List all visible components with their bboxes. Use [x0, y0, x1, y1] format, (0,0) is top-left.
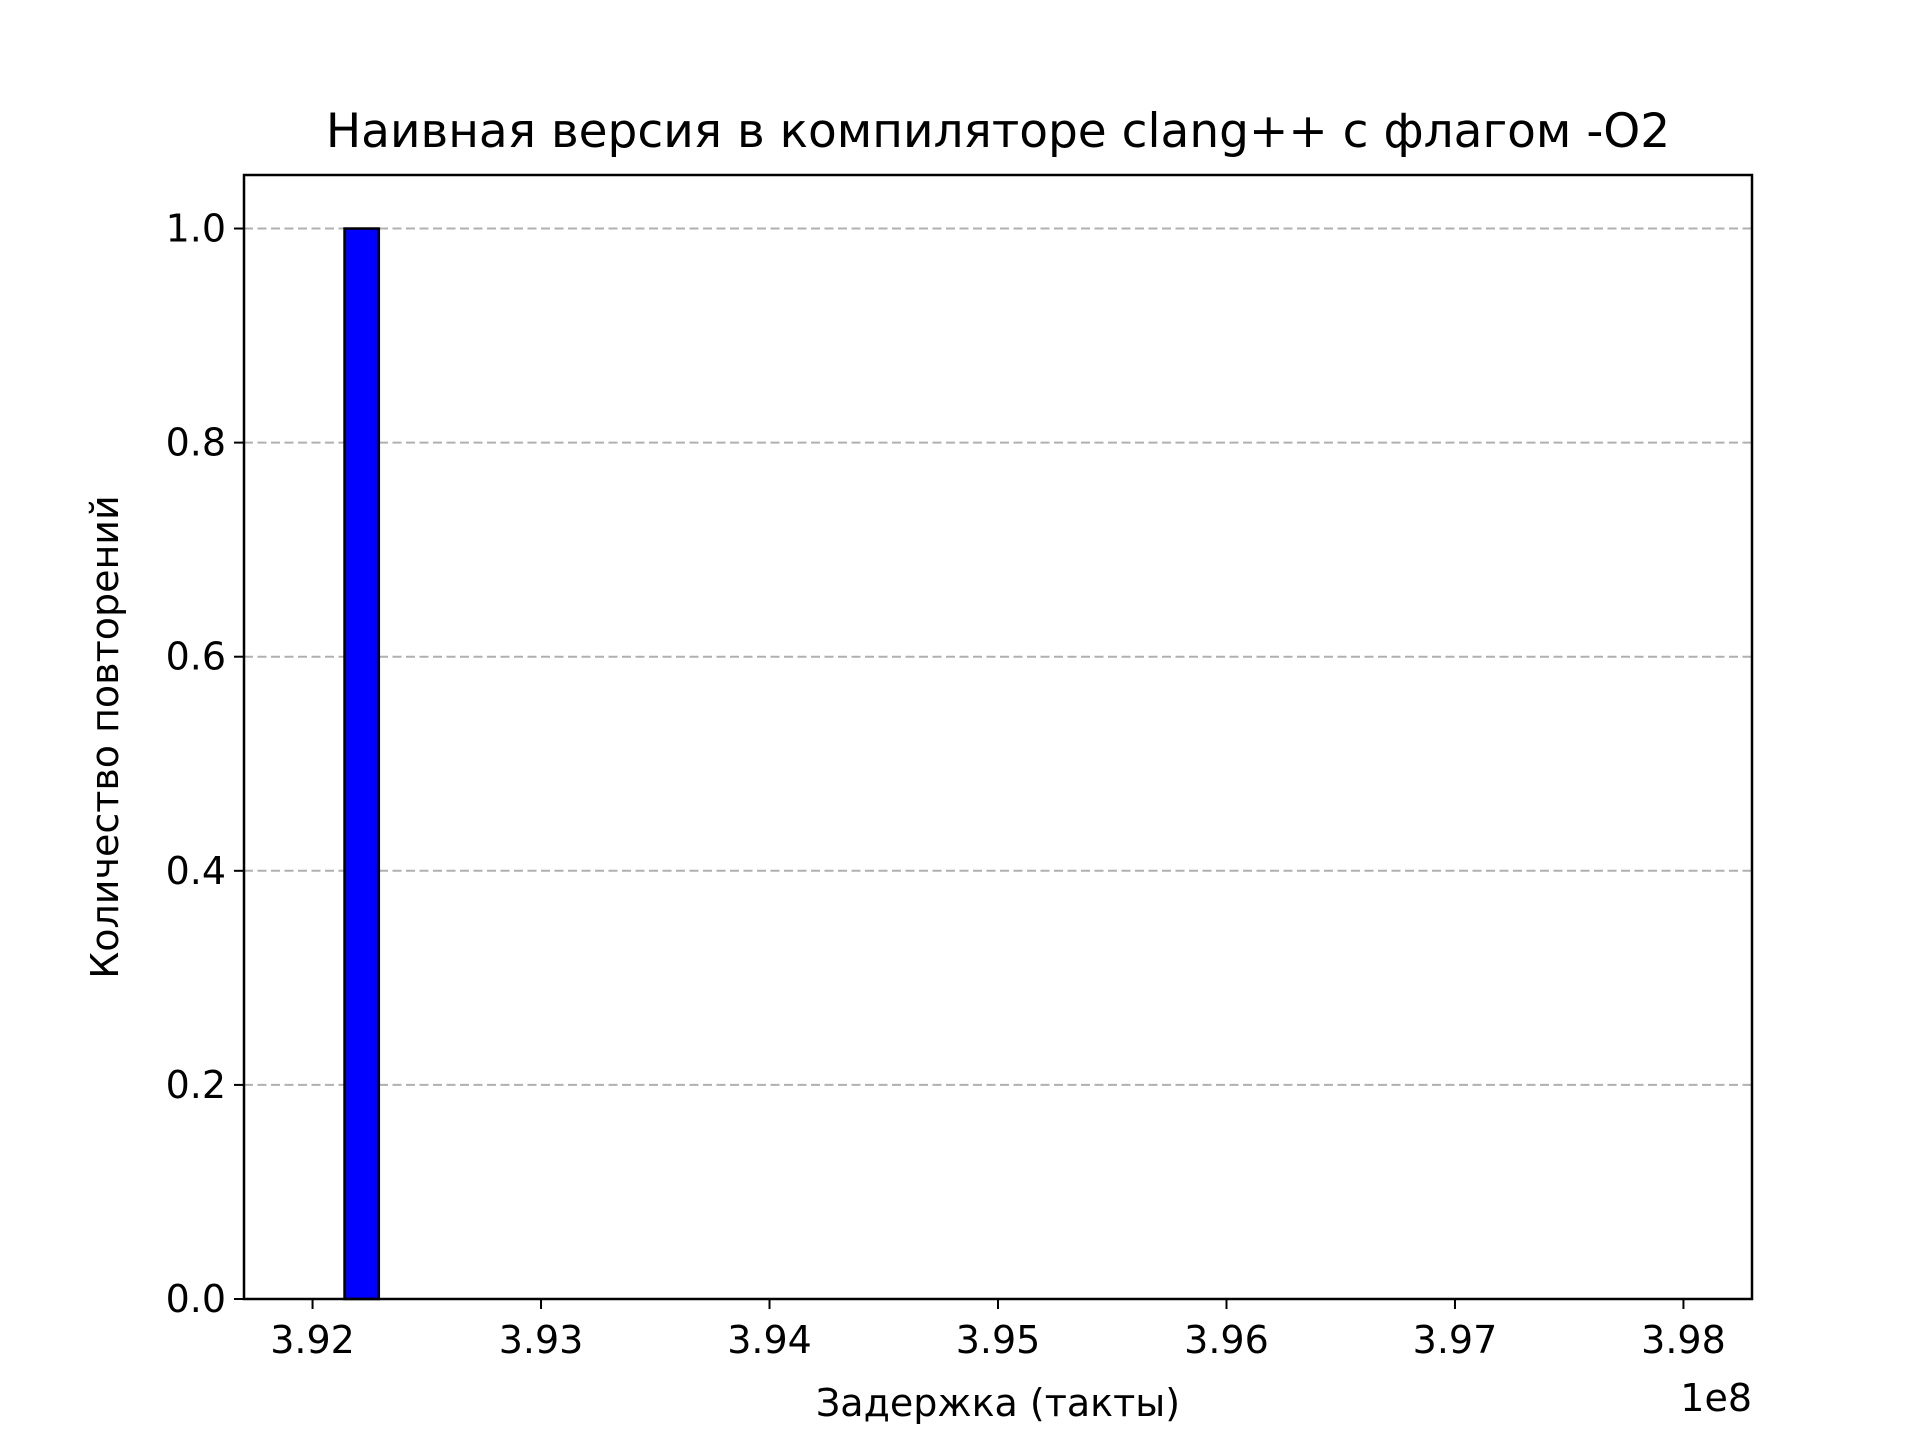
grid-lines: [244, 227, 1752, 1086]
x-tick-label: 3.94: [727, 1318, 812, 1362]
x-tick-label: 3.97: [1413, 1318, 1498, 1362]
x-axis-label: Задержка (такты): [816, 1381, 1180, 1425]
histogram-bar: [343, 227, 381, 1301]
y-tick-label: 0.0: [166, 1277, 226, 1321]
bars: [343, 227, 381, 1301]
y-tick-label: 1.0: [166, 207, 226, 251]
x-tick-label: 3.95: [956, 1318, 1041, 1362]
x-tick-label: 3.92: [270, 1318, 355, 1362]
x-tick-label: 3.98: [1641, 1318, 1726, 1362]
x-tick-label: 3.96: [1184, 1318, 1269, 1362]
chart-title: Наивная версия в компиляторе clang++ с ф…: [326, 104, 1670, 159]
x-axis-ticks: 3.92 3.93 3.94 3.95 3.96 3.97 3.98: [270, 1299, 1726, 1362]
y-tick-label: 0.2: [166, 1063, 226, 1107]
x-axis-offset-label: 1e8: [1680, 1376, 1752, 1420]
y-tick-label: 0.8: [166, 421, 226, 465]
y-tick-label: 0.4: [166, 849, 226, 893]
y-axis-label: Количество повторений: [83, 495, 127, 978]
x-tick-label: 3.93: [499, 1318, 584, 1362]
plot-area: [244, 175, 1752, 1299]
y-tick-label: 0.6: [166, 635, 226, 679]
y-axis-ticks: 0.0 0.2 0.4 0.6 0.8 1.0: [166, 207, 244, 1321]
